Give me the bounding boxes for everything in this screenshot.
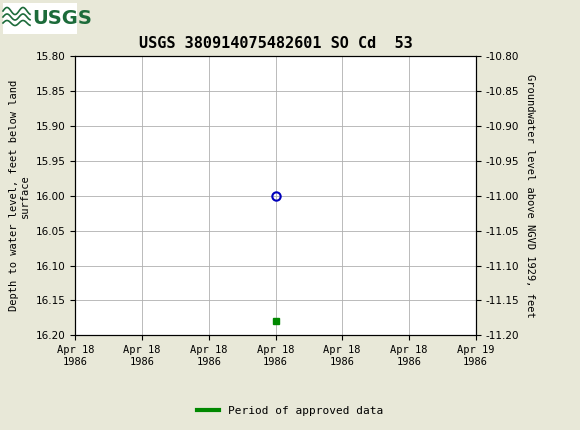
Title: USGS 380914075482601 SO Cd  53: USGS 380914075482601 SO Cd 53 (139, 36, 412, 51)
Legend: Period of approved data: Period of approved data (193, 401, 387, 420)
Y-axis label: Groundwater level above NGVD 1929, feet: Groundwater level above NGVD 1929, feet (524, 74, 535, 317)
Text: USGS: USGS (32, 9, 92, 28)
FancyBboxPatch shape (3, 3, 77, 34)
Y-axis label: Depth to water level, feet below land
surface: Depth to water level, feet below land su… (9, 80, 30, 311)
